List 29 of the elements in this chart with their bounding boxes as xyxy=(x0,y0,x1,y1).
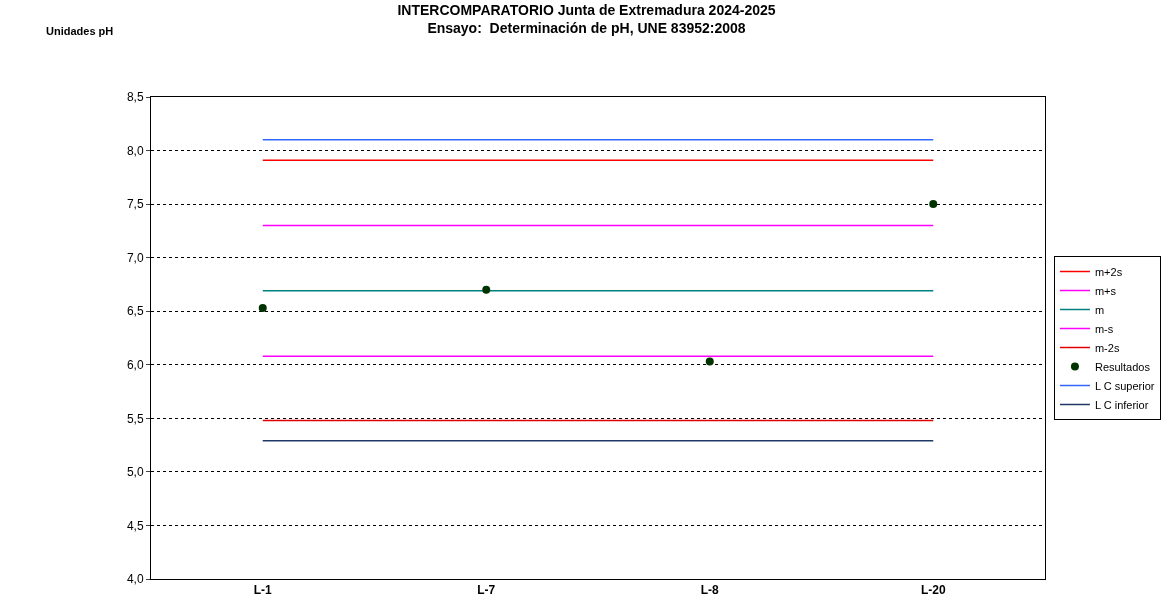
y-tick-label: 4,5 xyxy=(126,518,144,533)
x-tick-label: L-7 xyxy=(477,583,496,598)
point xyxy=(929,200,938,209)
y-tick-label: 4,0 xyxy=(126,572,144,587)
x-tick-label: L-1 xyxy=(253,583,273,598)
legend-label: m-2s xyxy=(1094,341,1120,354)
y-axis-title: Unidades pH xyxy=(46,25,114,37)
y-tick-label: 6,5 xyxy=(126,304,144,319)
y-tick-label: 7,0 xyxy=(126,250,144,265)
x-tick-label: L-8 xyxy=(700,583,720,598)
legend-label: m xyxy=(1094,303,1105,316)
y-tick-label: 8,5 xyxy=(126,90,144,105)
y-tick-label: 8,0 xyxy=(126,143,144,158)
point xyxy=(482,285,491,294)
point xyxy=(258,304,267,313)
legend-label: L C superior xyxy=(1094,379,1155,392)
legend-label: m+s xyxy=(1094,284,1117,297)
legend-label: m-s xyxy=(1094,322,1114,335)
x-tick-label: L-20 xyxy=(920,583,946,598)
legend-label: Resultados xyxy=(1094,360,1151,373)
legend-label: m+2s xyxy=(1094,265,1123,278)
y-tick-label: 7,5 xyxy=(126,197,144,212)
point xyxy=(705,357,714,366)
chart-subtitle: Ensayo: Determinación de pH, UNE 83952:2008 xyxy=(427,20,746,37)
y-tick-label: 6,0 xyxy=(126,357,144,372)
legend-label: L C inferior xyxy=(1094,398,1149,411)
chart-title: INTERCOMPARATORIO Junta de Extremadura 2024-2025 xyxy=(397,2,776,19)
y-tick-label: 5,5 xyxy=(126,411,144,426)
y-tick-label: 5,0 xyxy=(126,465,144,480)
